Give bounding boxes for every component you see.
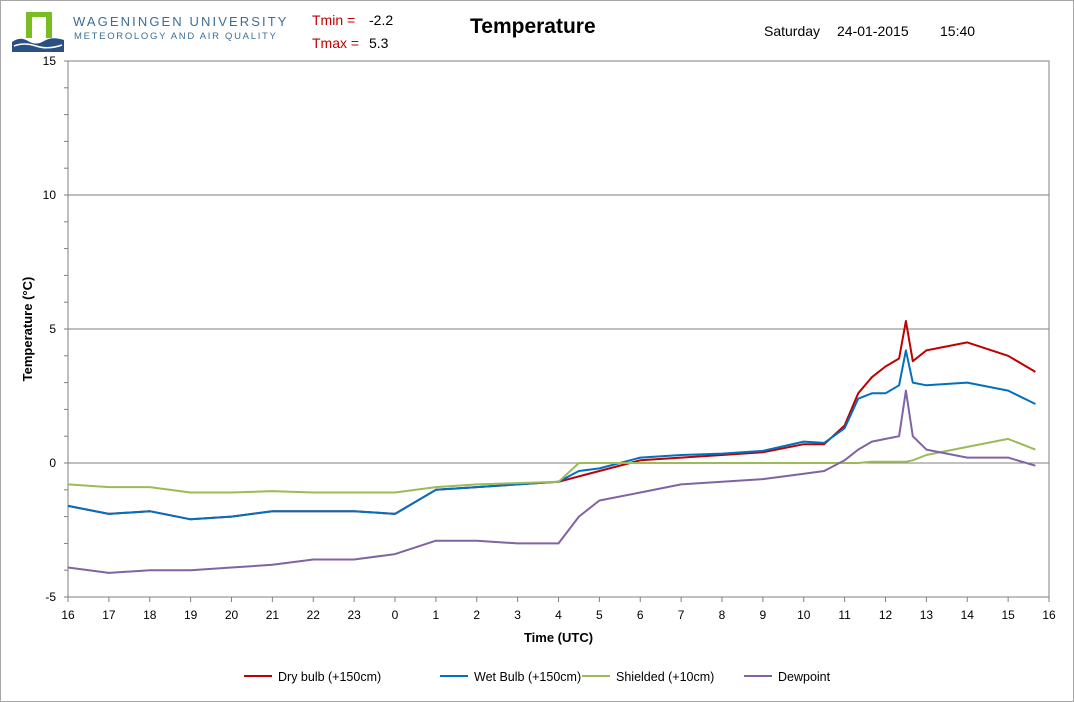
legend-item: Dewpoint	[744, 670, 830, 688]
date: 24-01-2015	[837, 23, 909, 39]
x-tick-label: 8	[719, 608, 726, 622]
x-tick-label: 2	[473, 608, 480, 622]
x-tick-label: 3	[514, 608, 521, 622]
x-tick-label: 16	[61, 608, 75, 622]
x-tick-label: 10	[797, 608, 811, 622]
tmax-value: 5.3	[369, 35, 389, 51]
x-tick-label: 5	[596, 608, 603, 622]
series-lines	[67, 320, 1036, 574]
x-tick-label: 20	[225, 608, 239, 622]
logo-white-wave	[13, 43, 63, 49]
legend-item: Wet Bulb (+150cm)	[440, 670, 581, 688]
legend-swatch	[440, 674, 468, 677]
x-tick-label: 16	[1042, 608, 1056, 622]
legend-item: Shielded (+10cm)	[582, 670, 714, 688]
logo-blue-wave	[12, 38, 64, 52]
x-tick-label: 13	[920, 608, 934, 622]
x-tick-label: 18	[143, 608, 157, 622]
legend-swatch	[244, 674, 272, 677]
x-tick-label: 14	[961, 608, 975, 622]
x-tick-label: 12	[879, 608, 893, 622]
legend-label: Dewpoint	[778, 670, 831, 684]
legend-label: Wet Bulb (+150cm)	[474, 670, 582, 684]
y-tick-label: -5	[45, 590, 56, 604]
y-tick-label: 0	[49, 456, 56, 470]
legend-item: Dry bulb (+150cm)	[244, 670, 381, 688]
x-tick-label: 4	[555, 608, 562, 622]
series-line-1	[67, 349, 1036, 521]
x-tick-label: 15	[1001, 608, 1015, 622]
x-axis-label: Time (UTC)	[524, 630, 593, 645]
y-axis-label: Temperature (°C)	[20, 277, 35, 382]
weekday: Saturday	[764, 23, 821, 39]
x-tick-label: 0	[392, 608, 399, 622]
legend-label: Dry bulb (+150cm)	[278, 670, 382, 684]
tmax-label: Tmax =	[312, 35, 360, 51]
series-line-0	[67, 320, 1036, 521]
x-tick-label: 1	[433, 608, 440, 622]
y-tick-label: 15	[43, 54, 57, 68]
tmin-value: -2.2	[369, 12, 394, 28]
time: 15:40	[940, 23, 976, 39]
tmin-label: Tmin =	[312, 12, 356, 28]
series-line-2	[67, 437, 1036, 494]
x-tick-label: 23	[347, 608, 361, 622]
y-tick-label: 10	[43, 188, 57, 202]
chart-title: Temperature	[470, 15, 596, 38]
axes	[64, 60, 1050, 602]
gridlines	[68, 60, 1049, 464]
x-tick-label: 19	[184, 608, 198, 622]
series-line-3	[67, 389, 1036, 574]
legend: Dry bulb (+150cm) Wet Bulb (+150cm) Shield…	[0, 670, 1074, 688]
legend-swatch	[582, 674, 610, 677]
x-tick-label: 17	[102, 608, 116, 622]
university-name: WAGENINGEN UNIVERSITY	[73, 14, 289, 29]
x-tick-label: 9	[760, 608, 767, 622]
department-name: METEOROLOGY AND AIR QUALITY	[74, 31, 278, 42]
legend-swatch	[744, 674, 772, 677]
wageningen-logo-icon	[12, 12, 64, 52]
x-tick-label: 6	[637, 608, 644, 622]
logo-white-window	[32, 17, 46, 38]
x-tick-label: 7	[678, 608, 685, 622]
y-tick-label: 5	[49, 322, 56, 336]
x-tick-label: 22	[307, 608, 321, 622]
x-tick-label: 11	[838, 608, 851, 622]
legend-label: Shielded (+10cm)	[616, 670, 715, 684]
x-tick-label: 21	[266, 608, 280, 622]
